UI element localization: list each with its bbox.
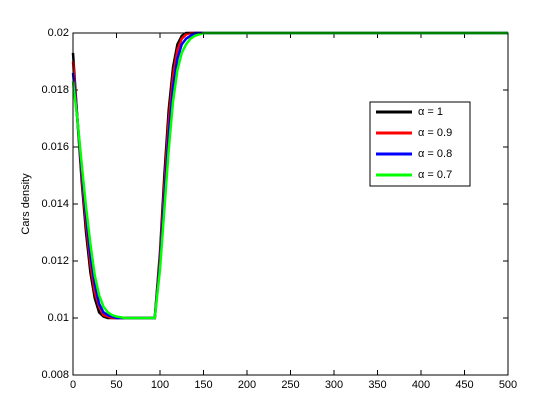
x-tick-label: 250 (281, 379, 299, 391)
x-tick-label: 0 (70, 379, 76, 391)
y-tick-label: 0.012 (41, 255, 69, 267)
x-tick-label: 150 (194, 379, 212, 391)
y-tick-label: 0.016 (41, 141, 69, 153)
y-tick-label: 0.01 (48, 312, 69, 324)
y-tick-label: 0.014 (41, 198, 69, 210)
y-axis-label: Cars density (20, 173, 32, 235)
legend-label: α = 0.7 (418, 169, 452, 181)
y-tick-label: 0.008 (41, 369, 69, 381)
legend-label: α = 1 (418, 106, 443, 118)
x-tick-label: 300 (325, 379, 343, 391)
x-tick-label: 400 (412, 379, 430, 391)
plot-frame (72, 32, 509, 376)
y-tick-label: 0.02 (48, 27, 69, 39)
x-tick-label: 500 (499, 379, 517, 391)
x-tick-label: 50 (110, 379, 122, 391)
legend-label: α = 0.9 (418, 127, 452, 139)
legend-label: α = 0.8 (418, 148, 452, 160)
legend-box (369, 101, 471, 187)
x-tick-label: 450 (455, 379, 473, 391)
x-tick-label: 350 (368, 379, 386, 391)
x-tick-label: 200 (238, 379, 256, 391)
y-tick-label: 0.018 (41, 84, 69, 96)
x-tick-label: 100 (151, 379, 169, 391)
